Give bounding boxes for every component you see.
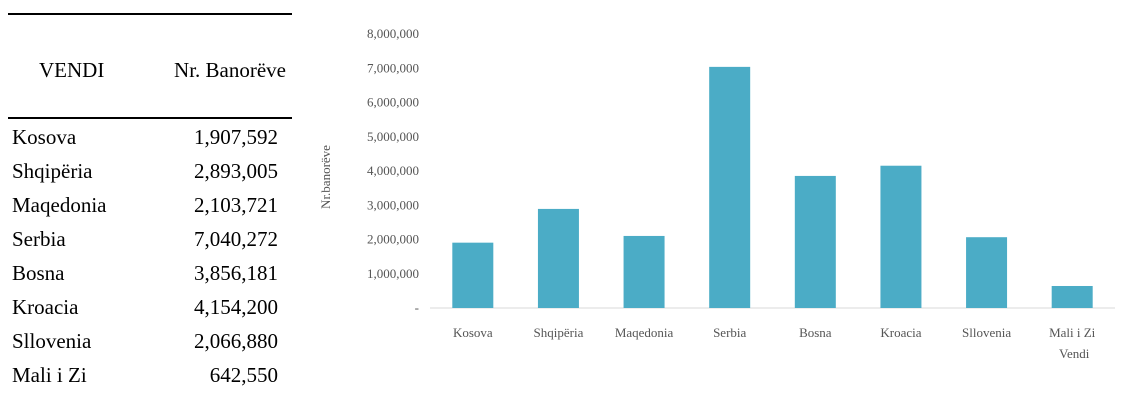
table-row: Serbia 7,040,272 <box>0 223 300 257</box>
table-row: Mali i Zi 642,550 <box>0 359 300 393</box>
table-row: Maqedonia 2,103,721 <box>0 189 300 223</box>
country-cell: Kroacia <box>12 295 79 319</box>
population-cell: 7,040,272 <box>194 227 278 251</box>
x-category-label: Kroacia <box>880 325 921 340</box>
y-tick-label: 4,000,000 <box>367 163 419 178</box>
x-axis-title: Vendi <box>1059 346 1090 361</box>
table-row: Kroacia 4,154,200 <box>0 291 300 325</box>
population-cell: 4,154,200 <box>194 295 278 319</box>
table-row: Shqipëria 2,893,005 <box>0 155 300 189</box>
x-category-label: Bosna <box>799 325 832 340</box>
x-category-label: Sllovenia <box>962 325 1011 340</box>
y-tick-label: - <box>415 300 419 315</box>
population-cell: 2,893,005 <box>194 159 278 183</box>
bar-bosna <box>794 175 836 308</box>
x-category-label: Maqedonia <box>615 325 674 340</box>
country-cell: Shqipëria <box>12 159 93 183</box>
bar-mali-i-zi <box>1051 285 1093 308</box>
country-cell: Maqedonia <box>12 193 107 217</box>
x-category-label: Serbia <box>713 325 746 340</box>
y-tick-label: 7,000,000 <box>367 60 419 75</box>
country-cell: Kosova <box>12 125 77 149</box>
x-category-label: Shqipëria <box>534 325 584 340</box>
bar-shqipëria <box>537 208 579 308</box>
y-tick-label: 1,000,000 <box>367 266 419 281</box>
population-cell: 2,066,880 <box>194 329 278 353</box>
y-axis-title: Nr.banorëve <box>318 145 333 209</box>
country-cell: Mali i Zi <box>12 363 87 387</box>
bar-kosova <box>452 242 494 308</box>
bar-kroacia <box>880 165 922 308</box>
bar-serbia <box>709 66 751 308</box>
y-tick-label: 6,000,000 <box>367 95 419 110</box>
table-header-rule <box>8 117 292 119</box>
country-cell: Serbia <box>12 227 66 251</box>
y-tick-label: 8,000,000 <box>367 26 419 41</box>
y-tick-label: 2,000,000 <box>367 232 419 247</box>
x-category-label: Kosova <box>453 325 493 340</box>
population-bar-chart: - 1,000,000 2,000,000 3,000,000 4,000,000 5,0… <box>298 0 1125 392</box>
table-row: Sllovenia 2,066,880 <box>0 325 300 359</box>
table-body: Kosova 1,907,592 Shqipëria 2,893,005 Maqedon… <box>0 121 300 393</box>
population-table: VENDI Nr. Banorëve Kosova 1,907,592 Shqipë… <box>0 0 300 392</box>
header-population: Nr. Banorëve <box>174 58 286 82</box>
population-cell: 642,550 <box>209 363 278 387</box>
population-cell: 3,856,181 <box>194 261 278 285</box>
population-cell: 1,907,592 <box>194 125 278 149</box>
country-cell: Bosna <box>12 261 65 285</box>
table-row: Kosova 1,907,592 <box>0 121 300 155</box>
bar-maqedonia <box>623 235 665 308</box>
header-country: VENDI <box>39 58 105 82</box>
bar-sllovenia <box>966 237 1008 308</box>
table-top-rule <box>8 13 292 15</box>
y-tick-label: 5,000,000 <box>367 129 419 144</box>
x-category-label: Mali i Zi <box>1049 325 1096 340</box>
country-cell: Sllovenia <box>12 329 92 353</box>
chart-svg: - 1,000,000 2,000,000 3,000,000 4,000,000 5,0… <box>318 26 1115 361</box>
y-tick-label: 3,000,000 <box>367 197 419 212</box>
table-row: Bosna 3,856,181 <box>0 257 300 291</box>
population-cell: 2,103,721 <box>194 193 278 217</box>
